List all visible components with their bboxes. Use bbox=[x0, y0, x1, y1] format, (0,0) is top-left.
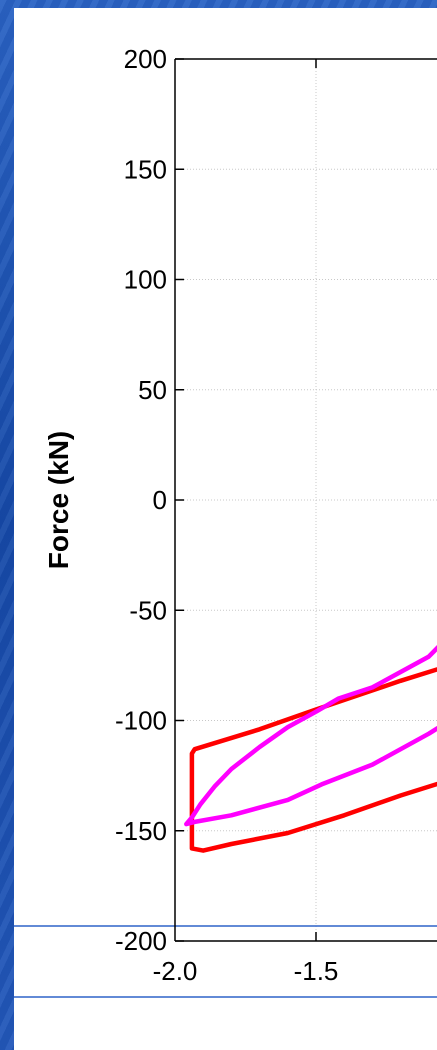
y-tick-labels: 200 150 100 50 0 -50 -100 -150 -200 bbox=[115, 44, 167, 956]
grid-lines bbox=[175, 59, 437, 941]
y-tick-label: -200 bbox=[115, 926, 167, 956]
y-tick-label: 100 bbox=[124, 265, 167, 295]
y-tick-label: -100 bbox=[115, 706, 167, 736]
y-tick-label: 50 bbox=[138, 375, 167, 405]
slide-panel bbox=[14, 8, 437, 1050]
y-tick-label: -150 bbox=[115, 816, 167, 846]
y-tick-label: -50 bbox=[129, 595, 167, 625]
x-tick-label: -1.5 bbox=[294, 956, 339, 986]
x-tick-labels: -2.0-1.5-1 bbox=[153, 956, 339, 986]
y-tick-label: 200 bbox=[124, 44, 167, 74]
series-layer bbox=[184, 645, 437, 853]
y-tick-label: 150 bbox=[124, 154, 167, 184]
tick-marks bbox=[175, 58, 317, 942]
series-line-2 bbox=[184, 645, 437, 827]
series-line-1 bbox=[189, 667, 437, 853]
y-axis-title: Force (kN) bbox=[43, 431, 74, 569]
y-tick-label: 0 bbox=[153, 485, 167, 515]
x-tick-label: -2.0 bbox=[153, 956, 198, 986]
